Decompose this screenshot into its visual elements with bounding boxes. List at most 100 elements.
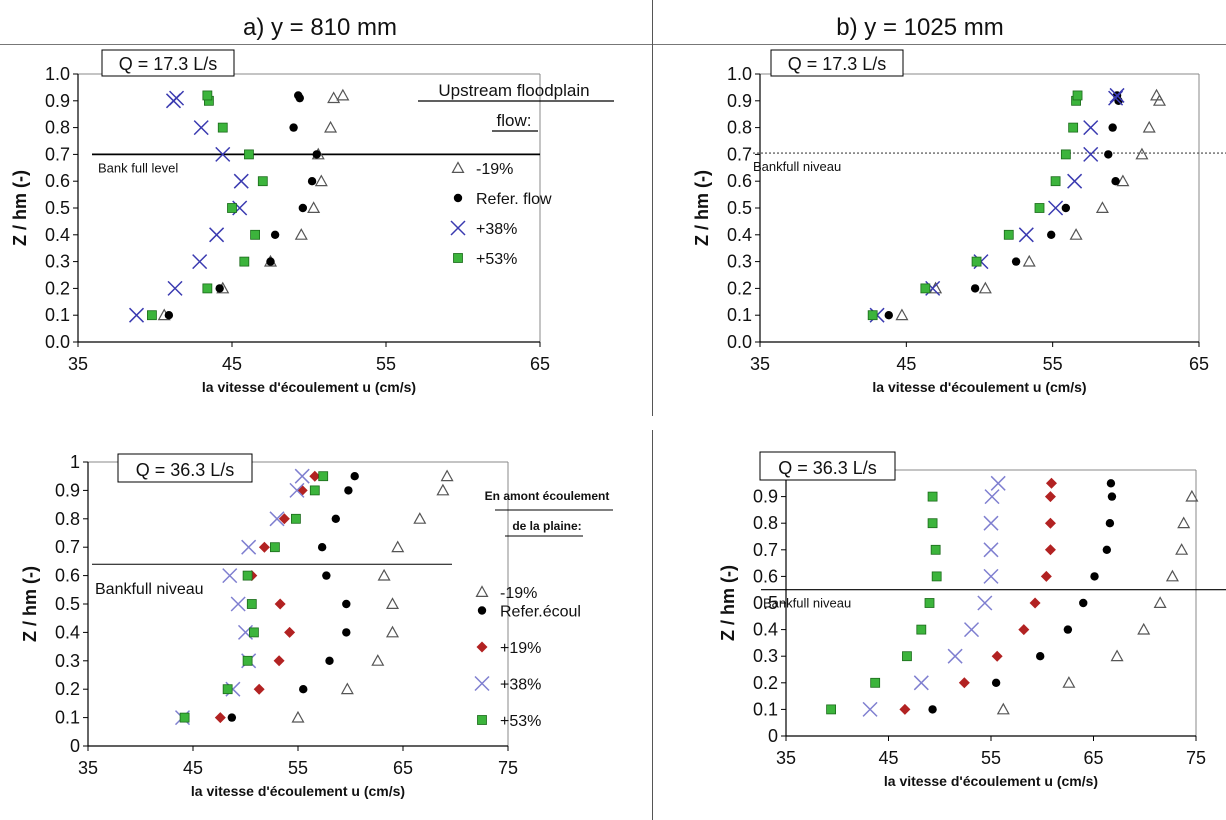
data-point <box>1178 518 1189 528</box>
data-point <box>928 705 936 713</box>
y-tick-label: 0.3 <box>45 252 70 272</box>
data-point <box>1167 571 1178 581</box>
y-tick-label: 0 <box>70 736 80 756</box>
data-point <box>1069 123 1078 132</box>
bankfull-label: Bankfull niveau <box>95 581 204 598</box>
data-point <box>293 712 304 722</box>
y-tick-label: 1 <box>70 452 80 472</box>
x-tick-label: 35 <box>750 354 770 374</box>
data-point <box>254 684 265 695</box>
data-point <box>931 545 940 554</box>
data-point <box>392 542 403 552</box>
data-point <box>297 485 308 496</box>
data-point <box>228 204 237 213</box>
y-tick-label: 1.0 <box>727 64 752 84</box>
y-tick-label: 0.3 <box>753 646 778 666</box>
data-point <box>992 651 1003 662</box>
data-point <box>258 177 267 186</box>
data-point <box>316 176 327 186</box>
y-axis-label: Z / hm (-) <box>692 170 712 246</box>
y-tick-label: 0.4 <box>727 225 752 245</box>
data-point <box>1112 651 1123 661</box>
data-point <box>165 311 173 319</box>
data-point <box>1068 174 1082 188</box>
data-point <box>215 712 226 723</box>
x-tick-label: 75 <box>498 758 518 778</box>
data-point <box>387 627 398 637</box>
data-point <box>896 310 907 320</box>
legend-label: +38% <box>476 221 517 238</box>
data-point <box>991 476 1005 490</box>
series-circle <box>228 472 359 722</box>
chart-title: Q = 36.3 L/s <box>136 460 235 480</box>
x-tick-label: 35 <box>78 758 98 778</box>
data-point <box>1108 123 1116 131</box>
data-point <box>928 492 937 501</box>
legend-label: +19% <box>500 640 541 657</box>
data-point <box>242 540 256 554</box>
data-point <box>351 472 359 480</box>
data-point <box>387 599 398 609</box>
data-point <box>223 569 237 583</box>
y-tick-label: 0.2 <box>727 278 752 298</box>
data-point <box>310 486 319 495</box>
x-axis-label: la vitesse d'écoulement u (cm/s) <box>191 783 405 799</box>
y-tick-label: 0.9 <box>55 480 80 500</box>
y-tick-label: 0 <box>768 726 778 746</box>
series-square <box>147 91 267 320</box>
data-point <box>259 542 270 553</box>
data-point <box>193 255 207 269</box>
data-point <box>337 90 348 100</box>
data-point <box>980 283 991 293</box>
data-point <box>296 229 307 239</box>
x-tick-label: 65 <box>1083 748 1103 768</box>
data-point <box>1041 571 1052 582</box>
data-point <box>266 257 274 265</box>
bankfull-label: Bank full level <box>98 160 178 175</box>
data-point <box>318 543 326 551</box>
data-point <box>1063 677 1074 687</box>
x-tick-label: 45 <box>183 758 203 778</box>
data-point <box>228 713 236 721</box>
data-point <box>1061 150 1070 159</box>
legend-label: -19% <box>500 585 537 602</box>
data-point <box>959 677 970 688</box>
data-point <box>308 203 319 213</box>
data-point <box>902 652 911 661</box>
data-point <box>294 91 302 99</box>
data-point <box>1045 544 1056 555</box>
data-point <box>1107 479 1115 487</box>
y-tick-label: 0.2 <box>753 673 778 693</box>
y-tick-label: 0.6 <box>55 566 80 586</box>
chart-a-q17: 0.0 0.1 0.2 0.3 0.4 0.5 0.6 0.7 0.8 0.9 1.0 35 45 55 6… <box>0 46 650 422</box>
data-point <box>442 471 453 481</box>
legend-label: +53% <box>500 713 541 730</box>
data-point <box>1018 624 1029 635</box>
data-point <box>985 490 999 504</box>
legend-marker-triangle <box>453 163 464 173</box>
data-point <box>274 655 285 666</box>
data-point <box>342 684 353 694</box>
data-point <box>325 657 333 665</box>
bankfull-label: Bankfull niveau <box>753 159 841 174</box>
series-circle <box>885 91 1123 319</box>
data-point <box>868 311 877 320</box>
data-point <box>1176 544 1187 554</box>
series-x <box>870 88 1124 322</box>
x-tick-label: 55 <box>1043 354 1063 374</box>
y-tick-label: 0.9 <box>753 487 778 507</box>
data-point <box>180 713 189 722</box>
data-point <box>203 284 212 293</box>
data-point <box>992 679 1000 687</box>
data-point <box>1030 598 1041 609</box>
data-point <box>319 472 328 481</box>
data-point <box>243 656 252 665</box>
legend-title-line-1: Upstream floodplain <box>438 81 589 100</box>
data-point <box>240 257 249 266</box>
data-point <box>972 257 981 266</box>
series-triangle <box>159 90 349 320</box>
legend-marker-x <box>475 677 489 691</box>
data-point <box>291 514 300 523</box>
data-point <box>194 121 208 135</box>
